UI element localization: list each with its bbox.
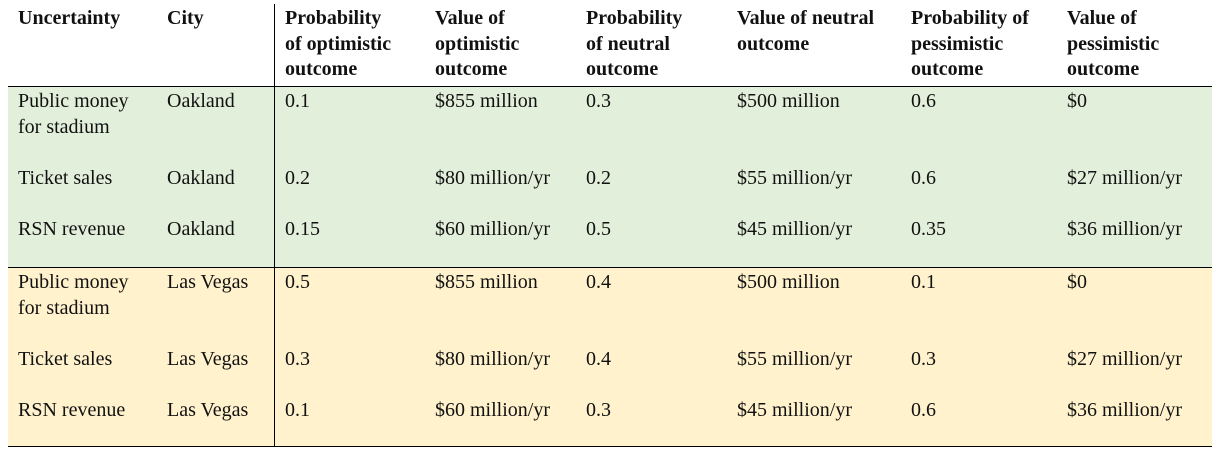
outcome-table: Uncertainty City Probability of optimist…: [8, 4, 1212, 447]
header-uncertainty-text: Uncertainty: [18, 7, 121, 29]
cell-value-neutral: $55 million/yr: [737, 348, 852, 370]
header-uncertainty: Uncertainty: [8, 4, 157, 86]
cell-uncertainty: Public money for stadium: [18, 271, 129, 319]
cell-value-neutral: $55 million/yr: [737, 167, 852, 189]
cell-city: Oakland: [167, 167, 235, 189]
header-prob-pessimistic: Probability of pessimistic outcome: [911, 7, 1029, 80]
cell-prob-neutral: 0.3: [586, 399, 611, 421]
header-value-pessimistic: Value of pessimistic outcome: [1067, 7, 1160, 80]
cell-value-pessimistic: $0: [1067, 271, 1087, 293]
cell-city: Oakland: [167, 218, 235, 240]
cell-value-neutral: $500 million: [737, 271, 840, 293]
table-row: Public money for stadium Las Vegas 0.5 $…: [8, 268, 1212, 345]
cell-value-neutral: $500 million: [737, 90, 840, 112]
cell-city: Las Vegas: [167, 348, 249, 370]
cell-value-optimistic: $60 million/yr: [435, 218, 550, 240]
cell-value-pessimistic: $36 million/yr: [1067, 218, 1182, 240]
header-value-optimistic: Value of optimistic outcome: [435, 7, 520, 80]
cell-uncertainty: Public money for stadium: [18, 90, 129, 138]
cell-uncertainty: RSN revenue: [18, 399, 126, 421]
group-oakland: Public money for stadium Oakland 0.1 $85…: [8, 87, 1212, 267]
cell-prob-neutral: 0.4: [586, 271, 611, 293]
cell-value-pessimistic: $27 million/yr: [1067, 167, 1182, 189]
cell-value-neutral: $45 million/yr: [737, 399, 852, 421]
header-prob-optimistic: Probability of optimistic outcome: [274, 4, 425, 86]
cell-prob-neutral: 0.3: [586, 90, 611, 112]
cell-prob-neutral: 0.2: [586, 167, 611, 189]
table-header-row: Uncertainty City Probability of optimist…: [8, 4, 1212, 87]
cell-value-pessimistic: $27 million/yr: [1067, 348, 1182, 370]
header-city-text: City: [167, 7, 204, 29]
cell-prob-pessimistic: 0.6: [911, 167, 936, 189]
cell-value-neutral: $45 million/yr: [737, 218, 852, 240]
cell-prob-pessimistic: 0.35: [911, 218, 946, 240]
cell-prob-neutral: 0.5: [586, 218, 611, 240]
cell-prob-pessimistic: 0.1: [911, 271, 936, 293]
cell-prob-optimistic: 0.3: [274, 345, 425, 396]
cell-value-pessimistic: $0: [1067, 90, 1087, 112]
cell-prob-pessimistic: 0.6: [911, 399, 936, 421]
cell-prob-pessimistic: 0.6: [911, 90, 936, 112]
header-value-neutral: Value of neutral outcome: [737, 7, 875, 55]
cell-prob-optimistic: 0.15: [274, 215, 425, 267]
cell-value-optimistic: $855 million: [435, 90, 538, 112]
cell-uncertainty: Ticket sales: [18, 167, 113, 189]
header-city: City: [157, 4, 274, 86]
cell-value-optimistic: $855 million: [435, 271, 538, 293]
cell-prob-optimistic: 0.5: [274, 268, 425, 345]
cell-prob-pessimistic: 0.3: [911, 348, 936, 370]
cell-uncertainty: RSN revenue: [18, 218, 126, 240]
cell-value-optimistic: $80 million/yr: [435, 167, 550, 189]
cell-uncertainty: Ticket sales: [18, 348, 113, 370]
group-las-vegas: Public money for stadium Las Vegas 0.5 $…: [8, 267, 1212, 447]
cell-city: Oakland: [167, 90, 235, 112]
table-row: Ticket sales Las Vegas 0.3 $80 million/y…: [8, 345, 1212, 396]
cell-value-optimistic: $80 million/yr: [435, 348, 550, 370]
table-row: RSN revenue Oakland 0.15 $60 million/yr …: [8, 215, 1212, 267]
table-row: RSN revenue Las Vegas 0.1 $60 million/yr…: [8, 396, 1212, 446]
cell-city: Las Vegas: [167, 271, 249, 293]
cell-prob-optimistic: 0.2: [274, 164, 425, 215]
header-prob-neutral: Probability of neutral outcome: [586, 7, 683, 80]
cell-prob-optimistic: 0.1: [274, 87, 425, 164]
table-row: Ticket sales Oakland 0.2 $80 million/yr …: [8, 164, 1212, 215]
cell-prob-neutral: 0.4: [586, 348, 611, 370]
cell-city: Las Vegas: [167, 399, 249, 421]
cell-value-pessimistic: $36 million/yr: [1067, 399, 1182, 421]
table-row: Public money for stadium Oakland 0.1 $85…: [8, 87, 1212, 164]
cell-value-optimistic: $60 million/yr: [435, 399, 550, 421]
cell-prob-optimistic: 0.1: [274, 396, 425, 446]
